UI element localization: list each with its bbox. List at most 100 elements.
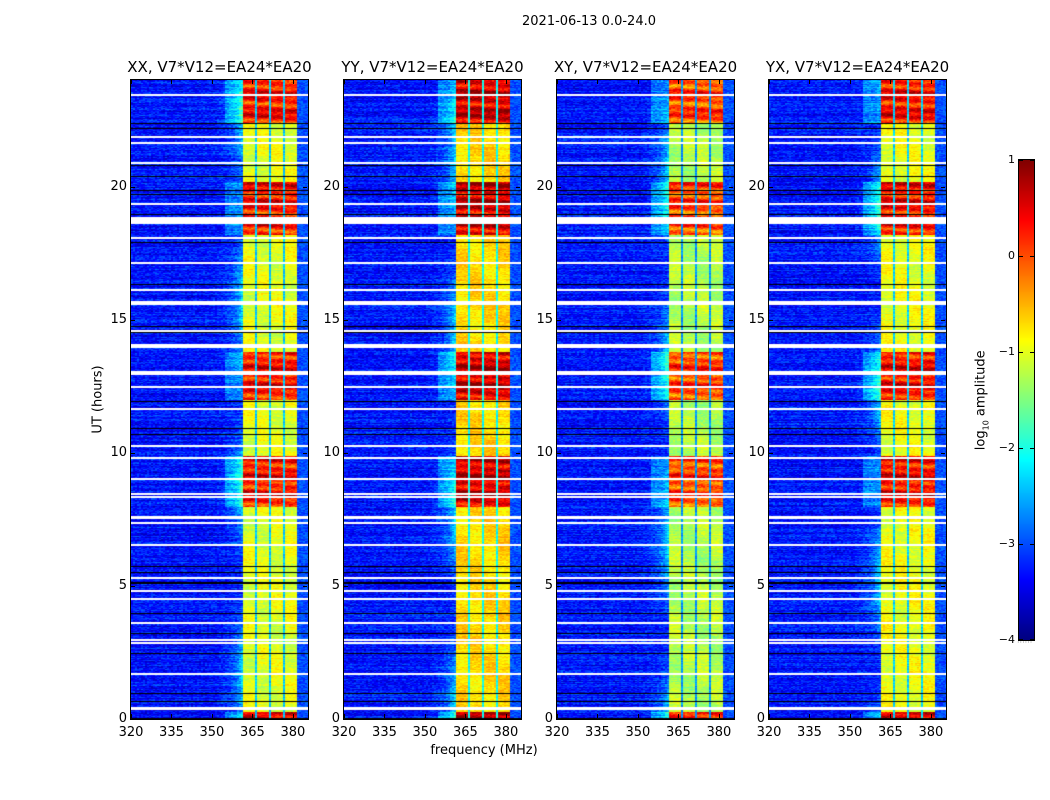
y-tick-label: 0 — [544, 711, 553, 726]
panel-title: YX, V7*V12=EA24*EA20 — [765, 58, 950, 76]
y-tick-mark — [729, 719, 733, 720]
y-tick-label: 15 — [536, 311, 553, 327]
y-tick-mark — [729, 319, 733, 321]
y-tick-mark — [769, 319, 773, 321]
x-tick-mark — [171, 714, 173, 718]
y-tick-mark — [131, 585, 135, 587]
x-tick-label: 380 — [493, 725, 519, 740]
colorbar-tick-label: −1 — [998, 345, 1015, 358]
x-tick-label: 380 — [280, 725, 306, 740]
y-tick-label: 0 — [331, 711, 340, 726]
x-tick-mark — [384, 80, 386, 84]
y-tick-mark — [769, 585, 773, 587]
x-tick-label: 350 — [837, 725, 863, 740]
x-tick-mark — [344, 80, 345, 84]
y-tick-mark — [941, 452, 945, 454]
y-tick-mark — [303, 186, 307, 188]
x-tick-mark — [849, 714, 851, 718]
y-tick-mark — [303, 452, 307, 454]
heatmap-panel-xx: XX, V7*V12=EA24*EA20 0 5 10 15 20 320 335 350 365… — [110, 58, 311, 740]
y-tick-mark — [516, 452, 520, 454]
x-tick-mark — [384, 714, 386, 718]
y-tick-mark — [941, 585, 945, 587]
x-tick-label: 365 — [665, 725, 691, 740]
x-tick-mark — [718, 714, 720, 718]
y-tick-mark — [516, 186, 520, 188]
heatmap-xy — [557, 80, 734, 719]
y-tick-label: 5 — [331, 577, 340, 593]
y-tick-mark — [344, 452, 348, 454]
x-tick-mark — [930, 714, 932, 718]
y-tick-mark — [769, 719, 773, 720]
x-tick-label: 350 — [412, 725, 438, 740]
x-tick-mark — [769, 80, 770, 84]
y-tick-mark — [941, 319, 945, 321]
x-tick-mark — [424, 714, 426, 718]
colorbar-tick-mark — [1019, 160, 1023, 161]
colorbar-frame — [1018, 159, 1035, 641]
x-tick-label: 365 — [877, 725, 903, 740]
y-tick-label: 20 — [110, 178, 127, 194]
colorbar-tick-mark — [1030, 352, 1034, 353]
x-tick-mark — [211, 714, 213, 718]
x-tick-mark — [809, 714, 811, 718]
colorbar-label-log: log — [973, 430, 989, 451]
colorbar-tick-label: −4 — [998, 633, 1015, 646]
x-tick-mark — [809, 80, 811, 84]
colorbar-tick-label: 0 — [1008, 249, 1015, 262]
x-tick-mark — [678, 80, 680, 84]
colorbar-tick-mark — [1019, 448, 1023, 449]
colorbar-tick-mark — [1030, 256, 1034, 257]
x-tick-label: 335 — [159, 725, 184, 740]
x-tick-mark — [252, 714, 254, 718]
y-tick-mark — [344, 319, 348, 321]
heatmap-panel-yy: YY, V7*V12=EA24*EA20 0 5 10 15 20 320 335 350 365… — [323, 58, 523, 740]
x-tick-label: 320 — [544, 725, 570, 740]
colorbar-tick-mark — [1030, 639, 1034, 640]
colorbar: 1 0 −1 −2 −3 −4 — [999, 154, 1035, 646]
x-tick-mark — [171, 80, 173, 84]
x-tick-mark — [292, 714, 294, 718]
y-tick-label: 10 — [323, 444, 340, 460]
y-tick-mark — [131, 452, 135, 454]
colorbar-gradient — [1019, 160, 1034, 640]
y-tick-mark — [303, 319, 307, 321]
colorbar-tick-mark — [1019, 352, 1023, 353]
x-tick-label: 335 — [797, 725, 822, 740]
colorbar-tick-mark — [1030, 544, 1034, 545]
x-tick-label: 350 — [199, 725, 225, 740]
y-tick-mark — [557, 452, 561, 454]
x-tick-label: 320 — [331, 725, 357, 740]
colorbar-extension-dots: ······ — [1017, 638, 1033, 647]
x-tick-mark — [211, 80, 213, 84]
y-tick-mark — [557, 319, 561, 321]
x-tick-mark — [849, 80, 851, 84]
y-tick-label: 15 — [748, 311, 765, 327]
y-tick-mark — [516, 319, 520, 321]
x-tick-mark — [424, 80, 426, 84]
y-tick-label: 5 — [544, 577, 553, 593]
colorbar-tick-label: −2 — [998, 441, 1015, 454]
x-tick-mark — [505, 714, 507, 718]
x-tick-mark — [505, 80, 507, 84]
x-tick-label: 335 — [585, 725, 610, 740]
y-tick-mark — [344, 186, 348, 188]
heatmap-yx — [769, 80, 946, 719]
x-tick-label: 380 — [706, 725, 732, 740]
x-tick-mark — [557, 80, 558, 84]
x-tick-mark — [465, 80, 467, 84]
y-axis-label: UT (hours) — [90, 365, 106, 434]
x-tick-mark — [465, 714, 467, 718]
x-tick-mark — [131, 80, 132, 84]
x-tick-mark — [597, 714, 599, 718]
y-tick-label: 0 — [118, 711, 127, 726]
y-tick-mark — [131, 186, 135, 188]
y-tick-mark — [729, 452, 733, 454]
x-tick-mark — [637, 714, 639, 718]
y-tick-label: 10 — [110, 444, 127, 460]
y-tick-label: 5 — [756, 577, 765, 593]
y-tick-mark — [516, 719, 520, 720]
y-tick-label: 10 — [536, 444, 553, 460]
x-tick-mark — [597, 80, 599, 84]
y-tick-label: 10 — [748, 444, 765, 460]
